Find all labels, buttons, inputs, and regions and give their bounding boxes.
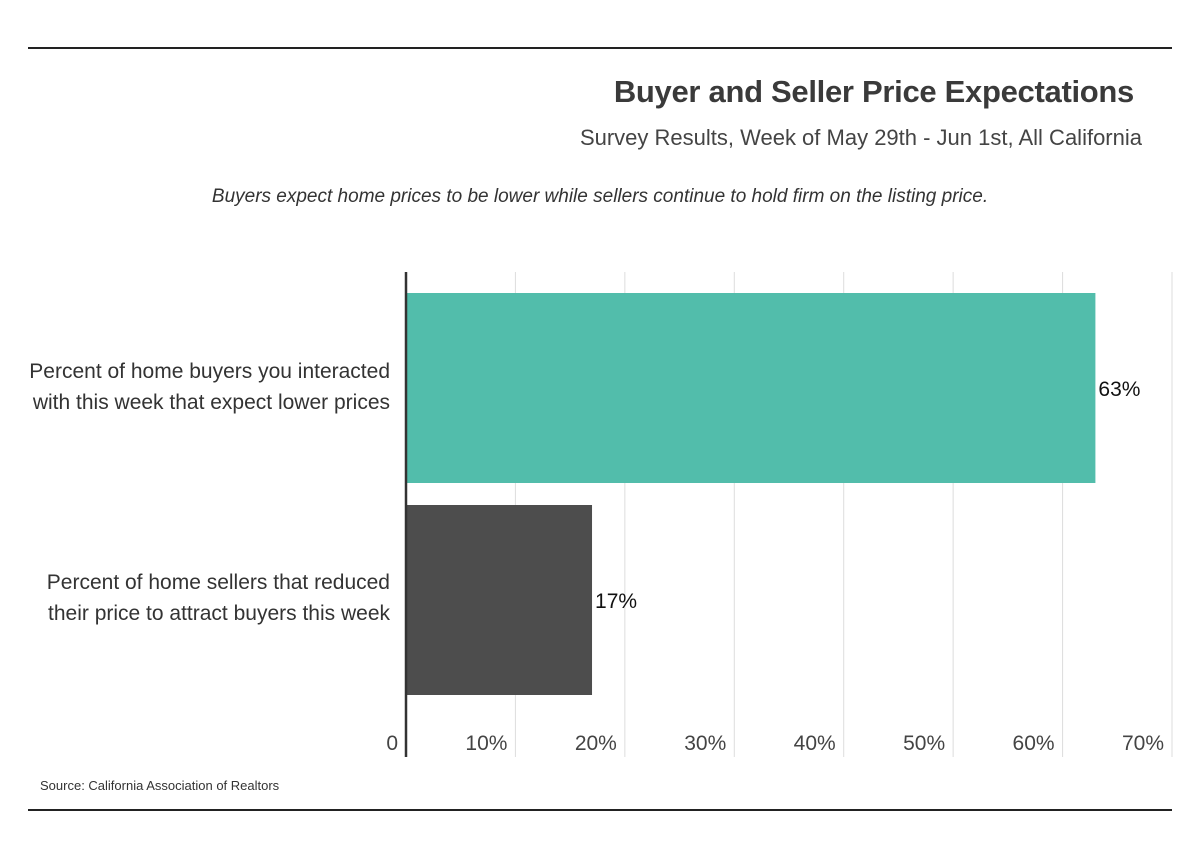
x-tick-label: 30%	[684, 732, 726, 755]
category-label-buyers: Percent of home buyers you interacted wi…	[10, 356, 390, 418]
x-tick-label: 50%	[903, 732, 945, 755]
category-label-line: with this week that expect lower prices	[32, 391, 390, 414]
category-label-sellers: Percent of home sellers that reduced the…	[10, 567, 390, 629]
bar	[406, 293, 1096, 483]
x-tick-label: 20%	[575, 732, 617, 755]
source-note: Source: California Association of Realto…	[40, 778, 280, 793]
chart-caption: Buyers expect home prices to be lower wh…	[211, 186, 989, 207]
x-tick-label: 60%	[1013, 732, 1055, 755]
bar	[406, 505, 593, 695]
chart-subtitle: Survey Results, Week of May 29th - Jun 1…	[579, 125, 1142, 150]
category-label-line: Percent of home sellers that reduced	[46, 571, 390, 594]
bar-value-label: 63%	[1098, 378, 1140, 401]
x-tick-label: 40%	[794, 732, 836, 755]
category-label-line: Percent of home buyers you interacted	[29, 360, 390, 383]
bottom-rule	[28, 809, 1172, 811]
category-label-line: their price to attract buyers this week	[48, 602, 390, 625]
x-tick-label: 10%	[465, 732, 507, 755]
bar-value-label: 17%	[595, 590, 637, 613]
chart-title: Buyer and Seller Price Expectations	[613, 74, 1134, 109]
top-rule	[28, 47, 1172, 49]
x-tick-label: 70%	[1122, 732, 1164, 755]
x-tick-label: 0	[386, 732, 398, 755]
